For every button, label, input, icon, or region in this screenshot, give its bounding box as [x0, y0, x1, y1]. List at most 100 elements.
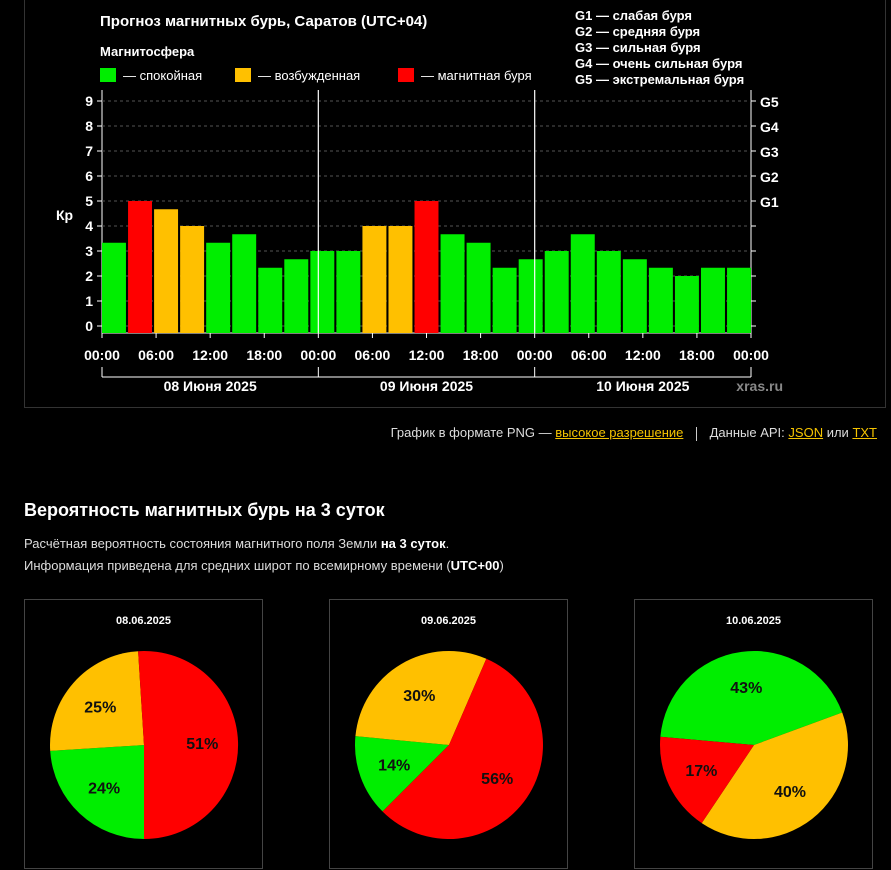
y-tick-label: 4 [85, 218, 93, 234]
y-tick-label: 9 [85, 93, 93, 109]
kp-bar [622, 259, 647, 333]
legend-title: Магнитосфера [100, 44, 195, 59]
legend-label: — возбужденная [258, 68, 360, 83]
line2-prefix: Информация приведена для средних широт п… [24, 558, 451, 573]
kp-bar [518, 259, 543, 333]
legend-swatch [398, 68, 414, 82]
x-tick-label: 00:00 [84, 347, 120, 363]
pie-slice [355, 651, 487, 745]
y-tick-label: 6 [85, 168, 93, 184]
kp-bar [284, 259, 309, 333]
kp-bar [440, 234, 465, 333]
x-tick-label: 18:00 [463, 347, 499, 363]
g-scale-item: G4 — очень сильная буря [575, 56, 742, 71]
probability-title: Вероятность магнитных бурь на 3 суток [24, 500, 385, 520]
line2-bold: UTC+00 [450, 558, 500, 573]
kp-bar [544, 251, 569, 333]
kp-bar [102, 242, 126, 333]
x-tick-label: 12:00 [625, 347, 661, 363]
legend-label: — магнитная буря [421, 68, 532, 83]
kp-bar [128, 201, 153, 333]
kp-forecast-chart: 0 1 2 3 4 5 6 7 8 9 G1 G2 G3 G4 G5 Кр 00:00 06:00 12:00 18:… [56, 8, 783, 394]
pie-date: 10.06.2025 [725, 615, 782, 627]
pie-percent-label: 40% [774, 784, 806, 801]
y-tick-label: 0 [85, 318, 93, 334]
probability-description-line2: Информация приведена для средних широт п… [24, 558, 504, 573]
watermark: xras.ru [736, 378, 783, 394]
pie-percent-label: 56% [481, 771, 513, 788]
pie-slice [50, 745, 144, 839]
legend-label: — спокойная [123, 68, 202, 83]
pie-chart-day1: 24% 25% 51% [50, 651, 239, 839]
pie-date: 09.06.2025 [420, 615, 477, 627]
png-links: График в формате PNG — высокое разрешени… [0, 425, 877, 441]
high-resolution-link[interactable]: высокое разрешение [555, 425, 684, 440]
kp-bar [596, 251, 621, 333]
x-tick-label: 00:00 [733, 347, 769, 363]
kp-bar [206, 242, 231, 333]
x-tick-label: 06:00 [571, 347, 607, 363]
kp-bar [154, 209, 179, 333]
kp-bar [648, 267, 673, 333]
g-scale-item: G5 — экстремальная буря [575, 72, 744, 87]
divider [696, 426, 697, 441]
legend-swatch [100, 68, 116, 82]
txt-link[interactable]: TXT [852, 425, 877, 440]
probability-description-line1: Расчётная вероятность состояния магнитно… [24, 536, 449, 551]
legend-swatch [235, 68, 251, 82]
x-tick-label: 06:00 [138, 347, 174, 363]
kp-bar [414, 201, 439, 333]
pie-slice [382, 658, 543, 839]
json-link[interactable]: JSON [788, 425, 824, 440]
pie-percent-label: 30% [403, 688, 435, 705]
kp-bar [466, 242, 491, 333]
g-level-label: G1 [760, 194, 779, 210]
g-level-label: G4 [760, 119, 779, 135]
kp-bar [674, 276, 699, 333]
x-tick-label: 18:00 [679, 347, 715, 363]
pie-slice [701, 712, 849, 839]
kp-bar [258, 267, 283, 333]
x-tick-label: 18:00 [246, 347, 282, 363]
pie-slice [660, 651, 843, 745]
kp-bar [700, 267, 725, 333]
pie-card-day3: 10.06.2025 43% 40% 17% [634, 599, 873, 869]
pie-percent-label: 43% [730, 680, 762, 697]
or-text: или [826, 425, 849, 440]
x-tick-label: 12:00 [409, 347, 445, 363]
pie-card-day1: 08.06.2025 24% 25% 51% [24, 599, 263, 869]
line1-prefix: Расчётная вероятность состояния магнитно… [24, 536, 378, 551]
y-tick-label: 1 [85, 293, 93, 309]
line1-suffix: . [445, 536, 450, 551]
day-label: 09 Июня 2025 [380, 378, 473, 394]
line2-suffix: ) [499, 558, 504, 573]
y-tick-label: 5 [85, 193, 93, 209]
y-tick-label: 3 [85, 243, 93, 259]
pie-percent-label: 51% [186, 736, 218, 753]
y-axis-label: Кр [56, 207, 73, 223]
pie-slice [660, 736, 754, 824]
pie-date: 08.06.2025 [115, 615, 172, 627]
g-level-label: G5 [760, 94, 779, 110]
g-scale-item: G3 — сильная буря [575, 40, 701, 55]
kp-bar [310, 251, 335, 333]
g-level-label: G2 [760, 169, 779, 185]
pie-card-day2: 09.06.2025 14% 30% 56% [329, 599, 568, 869]
line1-bold: на 3 суток [380, 536, 446, 551]
y-tick-label: 7 [85, 143, 93, 159]
pie-percent-label: 14% [378, 758, 410, 775]
g-scale-item: G2 — средняя буря [575, 24, 700, 39]
x-tick-label: 00:00 [517, 347, 553, 363]
x-tick-label: 00:00 [300, 347, 336, 363]
day-label: 08 Июня 2025 [164, 378, 257, 394]
pie-percent-label: 25% [84, 700, 116, 717]
api-prefix: Данные API: [709, 425, 785, 440]
day-label: 10 Июня 2025 [596, 378, 689, 394]
kp-bar [232, 234, 257, 333]
kp-bar [492, 267, 517, 333]
kp-bar [362, 226, 387, 333]
pie-chart-day3: 43% 40% 17% [660, 651, 849, 839]
pie-percent-label: 24% [88, 781, 120, 798]
chart-title: Прогноз магнитных бурь, Саратов (UTC+04) [100, 13, 427, 30]
pie-slice [50, 651, 144, 751]
